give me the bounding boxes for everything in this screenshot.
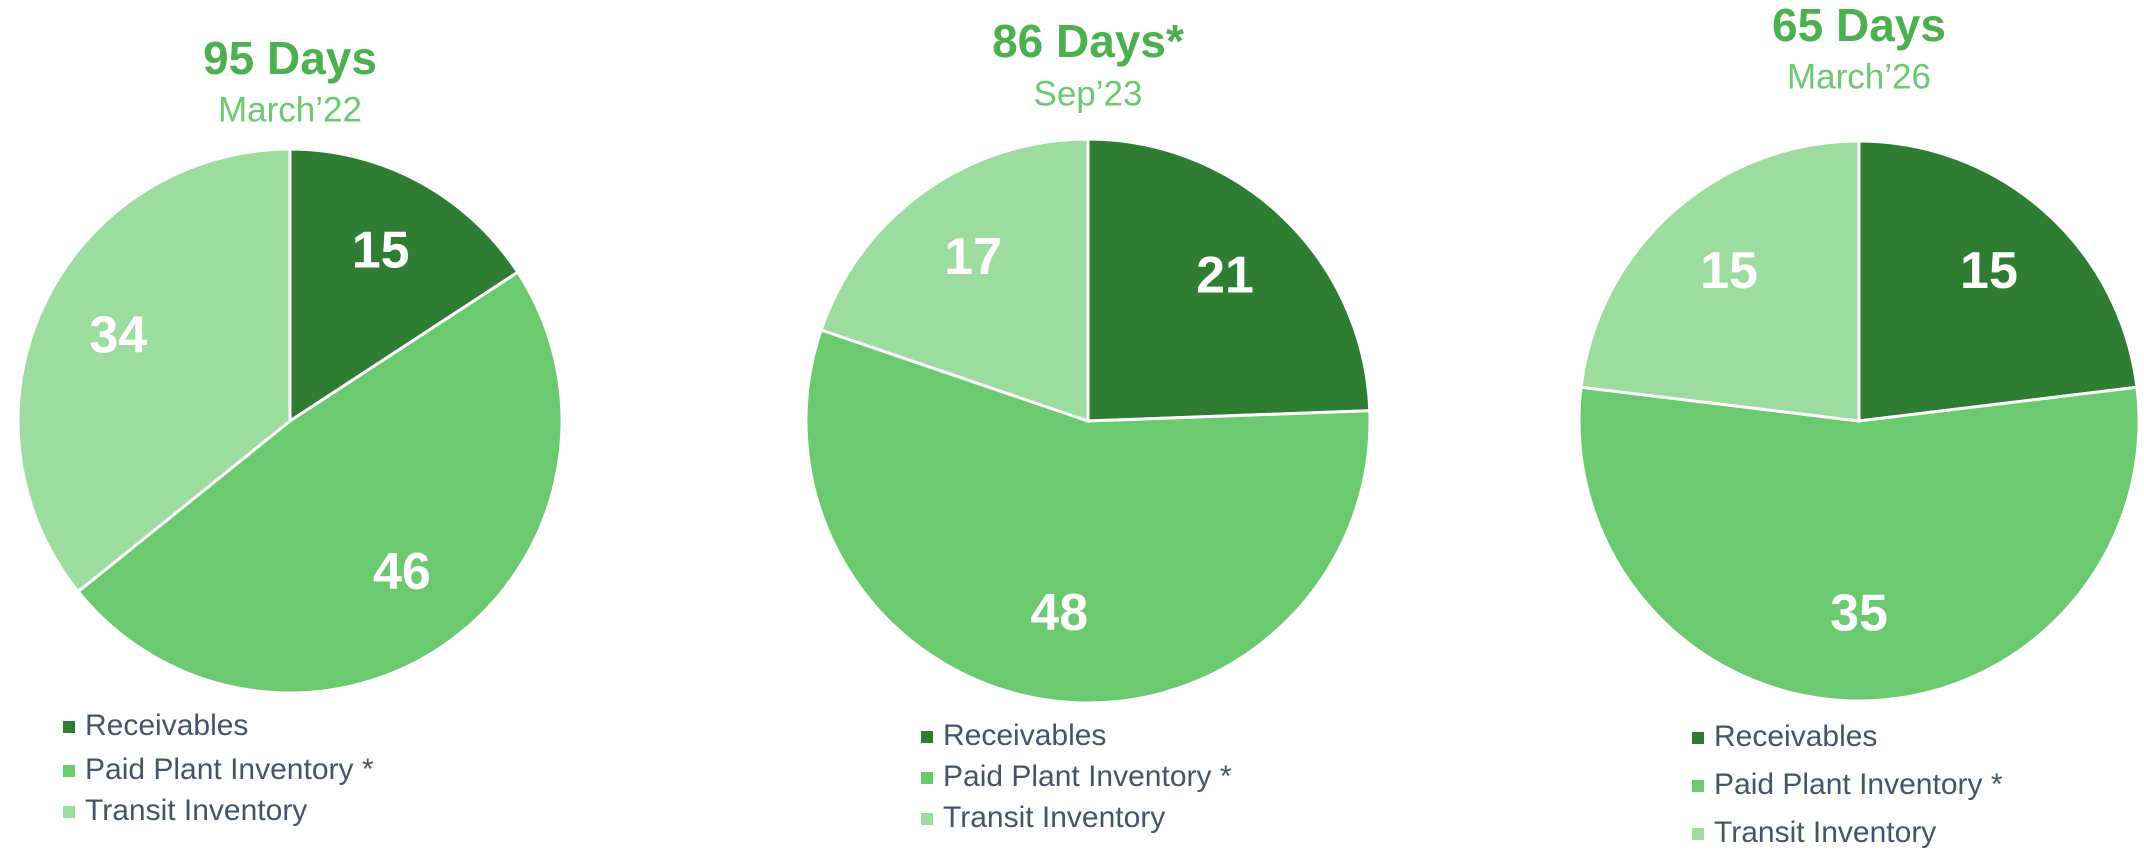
legend-swatch bbox=[921, 731, 933, 743]
pie-slice bbox=[804, 328, 1372, 705]
legend-swatch bbox=[63, 765, 75, 777]
chart-subtitle: Sep’23 bbox=[1034, 74, 1143, 113]
legend-swatch bbox=[1692, 780, 1704, 792]
legend-label: Receivables bbox=[1714, 720, 1877, 753]
legend-label: Paid Plant Inventory * bbox=[85, 753, 374, 786]
chart-subtitle: March’26 bbox=[1787, 57, 1931, 96]
chart-subtitle: March’22 bbox=[218, 90, 362, 129]
data-label: 35 bbox=[1830, 585, 1888, 643]
data-label: 15 bbox=[1700, 242, 1758, 300]
chart-title: 86 Days* bbox=[992, 15, 1184, 67]
legend-swatch bbox=[63, 806, 75, 818]
pie-slice bbox=[1579, 139, 1861, 423]
pie-slice bbox=[76, 270, 564, 695]
pie-slice bbox=[1857, 139, 2139, 423]
legend-swatch bbox=[63, 721, 75, 733]
pie-slice bbox=[819, 137, 1090, 424]
legend-swatch bbox=[1692, 732, 1704, 744]
pie-slice bbox=[288, 147, 520, 424]
data-label: 48 bbox=[1030, 584, 1088, 642]
legend-label: Transit Inventory bbox=[943, 801, 1165, 834]
chart-title: 95 Days bbox=[203, 32, 377, 84]
data-label: 17 bbox=[944, 228, 1002, 286]
data-label: 46 bbox=[373, 543, 431, 601]
pie-slice bbox=[16, 147, 292, 594]
chart-title: 65 Days bbox=[1772, 0, 1946, 51]
legend-label: Transit Inventory bbox=[1714, 816, 1936, 849]
data-label: 15 bbox=[352, 221, 410, 279]
data-label: 34 bbox=[89, 307, 147, 365]
legend-label: Receivables bbox=[943, 719, 1106, 752]
legend-label: Paid Plant Inventory * bbox=[943, 760, 1232, 793]
pie-slice bbox=[1086, 137, 1372, 423]
data-label: 15 bbox=[1960, 242, 2018, 300]
legend-swatch bbox=[921, 772, 933, 784]
legend-label: Paid Plant Inventory * bbox=[1714, 768, 2003, 801]
data-label: 21 bbox=[1196, 247, 1254, 305]
legend-label: Receivables bbox=[85, 709, 248, 742]
pie-slice bbox=[1577, 385, 2141, 703]
legend-swatch bbox=[921, 813, 933, 825]
legend-label: Transit Inventory bbox=[85, 794, 307, 827]
legend-swatch bbox=[1692, 828, 1704, 840]
